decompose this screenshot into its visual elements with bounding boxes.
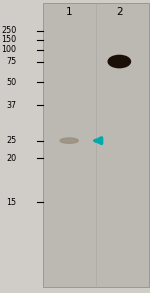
Text: 2: 2: [116, 7, 123, 17]
Text: 50: 50: [6, 78, 16, 86]
Text: 150: 150: [1, 35, 16, 44]
Text: 37: 37: [6, 101, 16, 110]
Text: 25: 25: [6, 136, 16, 145]
Text: 100: 100: [1, 45, 16, 54]
Text: 75: 75: [6, 57, 16, 66]
Text: 15: 15: [6, 198, 16, 207]
Text: 20: 20: [6, 154, 16, 163]
Ellipse shape: [60, 138, 78, 143]
FancyBboxPatch shape: [43, 3, 149, 287]
Text: 250: 250: [1, 26, 16, 35]
Text: 1: 1: [66, 7, 72, 17]
Ellipse shape: [108, 55, 130, 68]
